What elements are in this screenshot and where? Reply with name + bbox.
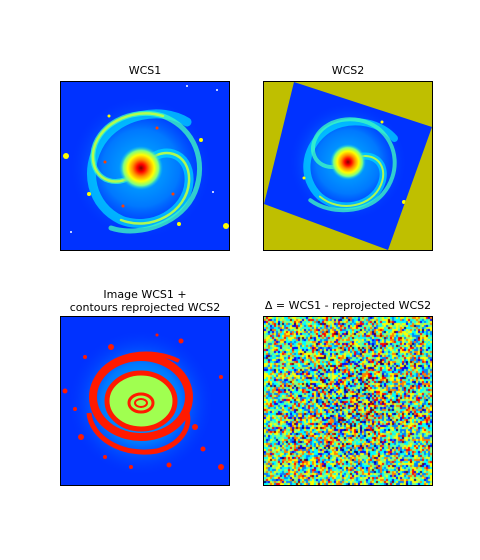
difference-residual-image [263, 316, 433, 486]
panel-title-wcs1: WCS1 [128, 64, 162, 77]
galaxy-image-wcs2 [263, 81, 433, 251]
galaxy-image-with-contours [60, 316, 230, 486]
galaxy-image-wcs1 [60, 81, 230, 251]
panel-title-contours: Image WCS1 + contours reprojected WCS2 [69, 288, 221, 314]
panel-title-difference: Δ = WCS1 - reprojected WCS2 [264, 299, 432, 312]
panel-title-wcs2: WCS2 [331, 64, 365, 77]
